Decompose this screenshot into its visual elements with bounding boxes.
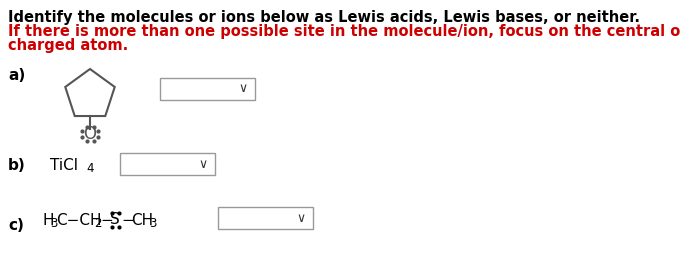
Text: C−CH: C−CH [56,213,101,228]
Bar [218,207,313,229]
Text: H: H [42,213,54,228]
Text: −: − [121,213,134,228]
Text: b): b) [8,158,26,173]
Text: ∨: ∨ [296,212,305,224]
Text: −: − [100,213,113,228]
Text: a): a) [8,68,25,83]
Text: 3: 3 [149,217,156,230]
Bar [120,153,215,175]
Text: If there is more than one possible site in the molecule/ion, focus on the centra: If there is more than one possible site … [8,24,680,39]
Text: 3: 3 [50,217,57,230]
Text: Identify the molecules or ions below as Lewis acids, Lewis bases, or neither.: Identify the molecules or ions below as … [8,10,640,25]
Text: ∨: ∨ [199,157,207,171]
Bar [160,78,255,100]
Text: CH: CH [131,213,153,228]
Text: TiCl: TiCl [50,158,78,173]
Text: 4: 4 [86,162,94,175]
Text: c): c) [8,218,24,233]
Text: charged atom.: charged atom. [8,38,129,53]
Text: O: O [84,125,97,143]
Text: S: S [110,213,120,228]
Text: 2: 2 [94,217,101,230]
Text: ∨: ∨ [239,83,248,95]
